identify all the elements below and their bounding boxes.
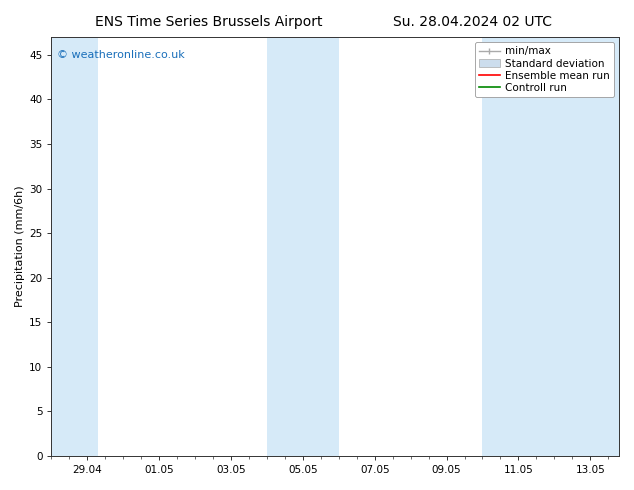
Bar <box>51 37 98 456</box>
Bar <box>267 37 339 456</box>
Bar <box>482 37 619 456</box>
Text: © weatheronline.co.uk: © weatheronline.co.uk <box>57 49 185 60</box>
Legend: min/max, Standard deviation, Ensemble mean run, Controll run: min/max, Standard deviation, Ensemble me… <box>475 42 614 97</box>
Text: Su. 28.04.2024 02 UTC: Su. 28.04.2024 02 UTC <box>393 15 552 29</box>
Text: ENS Time Series Brussels Airport: ENS Time Series Brussels Airport <box>95 15 323 29</box>
Y-axis label: Precipitation (mm/6h): Precipitation (mm/6h) <box>15 186 25 307</box>
